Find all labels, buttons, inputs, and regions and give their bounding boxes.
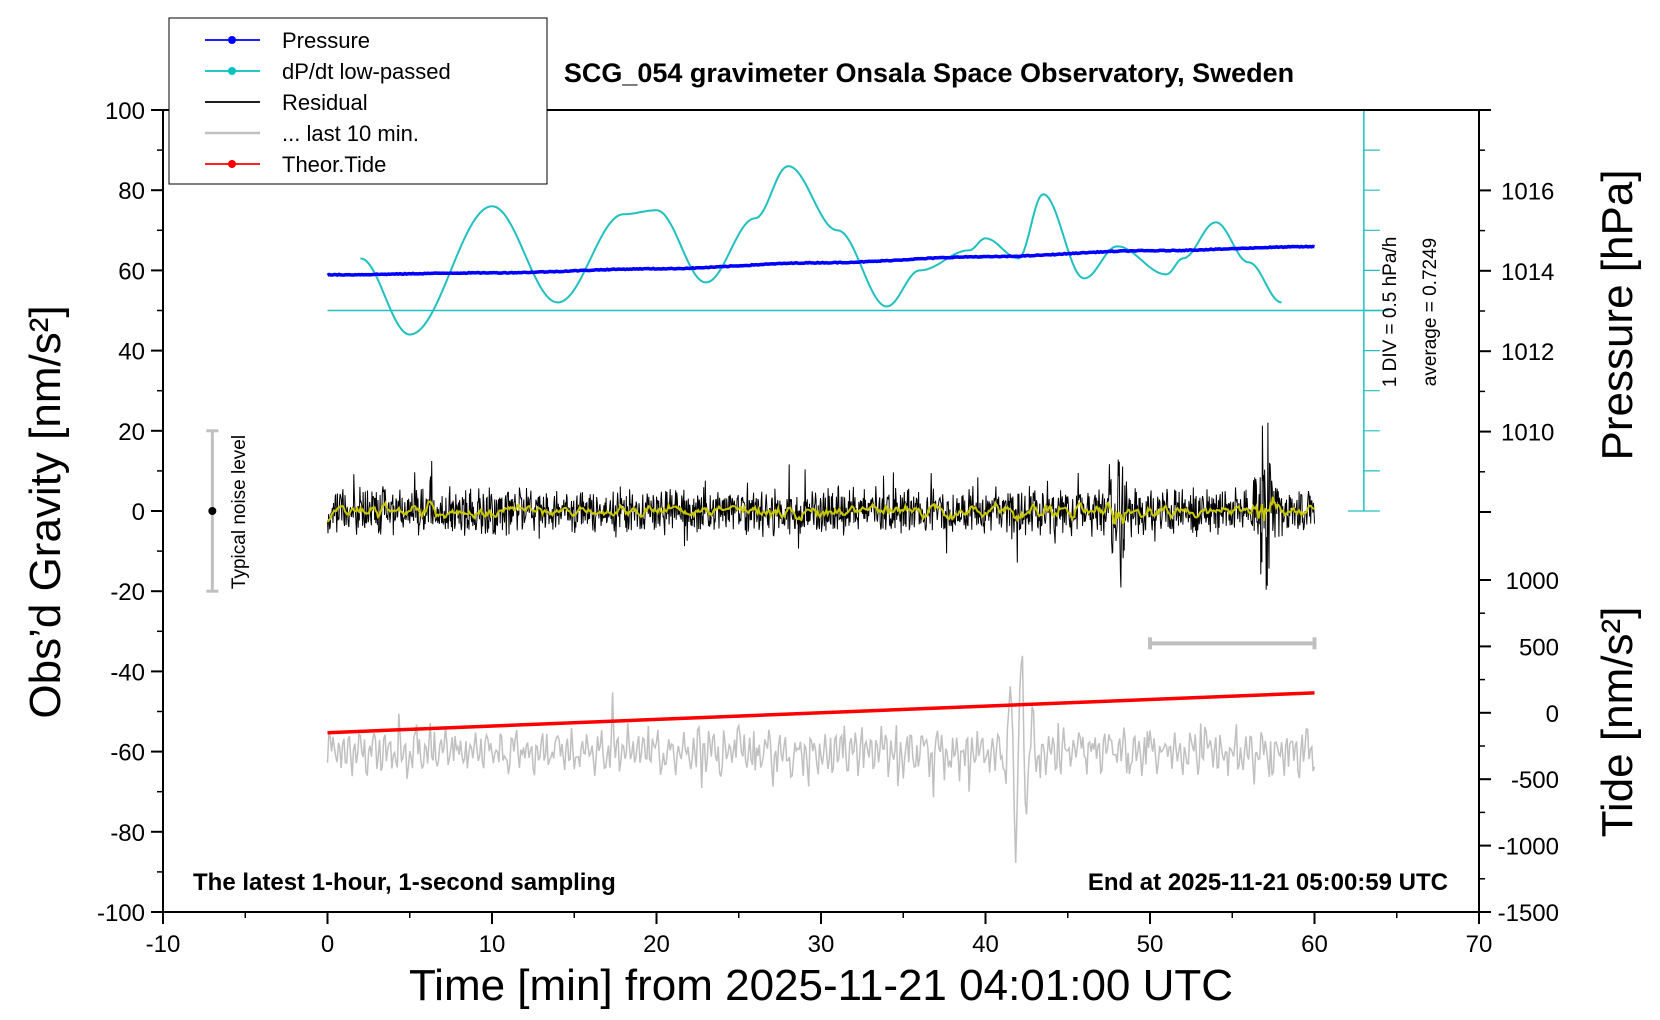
pressure-tick-label: 1012 — [1501, 339, 1554, 366]
x-tick-label: 70 — [1466, 931, 1493, 958]
legend-label: dP/dt low-passed — [282, 59, 451, 84]
y-axis-title-pressure: Pressure [hPa] — [1593, 169, 1642, 460]
residual-series-line — [327, 422, 1315, 590]
pressure-series-line — [326, 244, 1315, 277]
legend-label: Residual — [282, 90, 368, 115]
x-tick-label: 10 — [479, 931, 506, 958]
legend-marker — [228, 67, 236, 75]
y-tick-label: -40 — [110, 659, 145, 686]
pressure-tick-label: 1014 — [1501, 259, 1554, 286]
tide-tick-label: 0 — [1546, 701, 1559, 728]
legend-label: Theor.Tide — [282, 152, 386, 177]
legend-label: ... last 10 min. — [282, 121, 419, 146]
tide-tick-label: 500 — [1519, 634, 1559, 661]
x-tick-label: 50 — [1137, 931, 1164, 958]
y-tick-label: -100 — [97, 900, 145, 927]
dpdt-average-label: average = 0.7249 — [1420, 238, 1441, 386]
x-tick-label: 60 — [1301, 931, 1328, 958]
x-tick-label: -10 — [146, 931, 181, 958]
axis-labels-layer: -10 0 10 20 30 40 50 60 70100806040200-20-40-60-… — [97, 98, 1559, 958]
tide-tick-label: -500 — [1511, 767, 1559, 794]
legend: Pressure dP/dt low-passed Residual ... last… — [168, 17, 548, 185]
y-tick-label: -60 — [110, 740, 145, 767]
noise-level-label: Typical noise level — [229, 435, 250, 589]
tide-tick-label: 1000 — [1506, 568, 1559, 595]
y-tick-label: -80 — [110, 820, 145, 847]
series-layer — [206, 165, 1317, 863]
y-tick-label: 0 — [132, 499, 145, 526]
y-tick-label: 40 — [118, 339, 145, 366]
reference-lines — [327, 109, 1389, 512]
legend-marker — [228, 160, 236, 168]
x-tick-label: 20 — [643, 931, 670, 958]
note-bottom-left: The latest 1-hour, 1-second sampling — [193, 869, 616, 896]
x-axis-title: Time [min] from 2025-11-21 04:01:00 UTC — [409, 961, 1233, 1010]
x-tick-label: 30 — [808, 931, 835, 958]
x-tick-label: 0 — [321, 931, 334, 958]
legend-marker — [228, 36, 236, 44]
residual-smoothed-line — [326, 496, 1315, 525]
x-tick-label: 40 — [972, 931, 999, 958]
y-axis-title-tide: Tide [nm/s²] — [1593, 607, 1642, 838]
noise-level-center — [208, 507, 217, 515]
chart-title: SCG_054 gravimeter Onsala Space Observat… — [564, 58, 1294, 88]
tide-tick-label: -1000 — [1498, 834, 1559, 861]
y-axis-title-left: Obs’d Gravity [nm/s²] — [21, 305, 70, 718]
y-tick-label: 100 — [105, 98, 145, 125]
y-tick-label: 80 — [118, 178, 145, 205]
dpdt-scale-label: 1 DIV = 0.5 hPa/h — [1380, 237, 1401, 388]
pressure-tick-label: 1016 — [1501, 178, 1554, 205]
y-tick-label: -20 — [110, 579, 145, 606]
last10-series-line — [326, 655, 1316, 863]
legend-label: Pressure — [282, 28, 370, 53]
tide-series-line — [327, 691, 1315, 735]
y-tick-label: 20 — [118, 419, 145, 446]
y-tick-label: 60 — [118, 258, 145, 285]
tide-tick-label: -1500 — [1498, 900, 1559, 927]
legend-box — [168, 17, 548, 185]
ticks-layer — [151, 109, 1491, 924]
note-bottom-right: End at 2025-11-21 05:00:59 UTC — [1088, 869, 1448, 896]
pressure-tick-label: 1010 — [1501, 420, 1554, 447]
